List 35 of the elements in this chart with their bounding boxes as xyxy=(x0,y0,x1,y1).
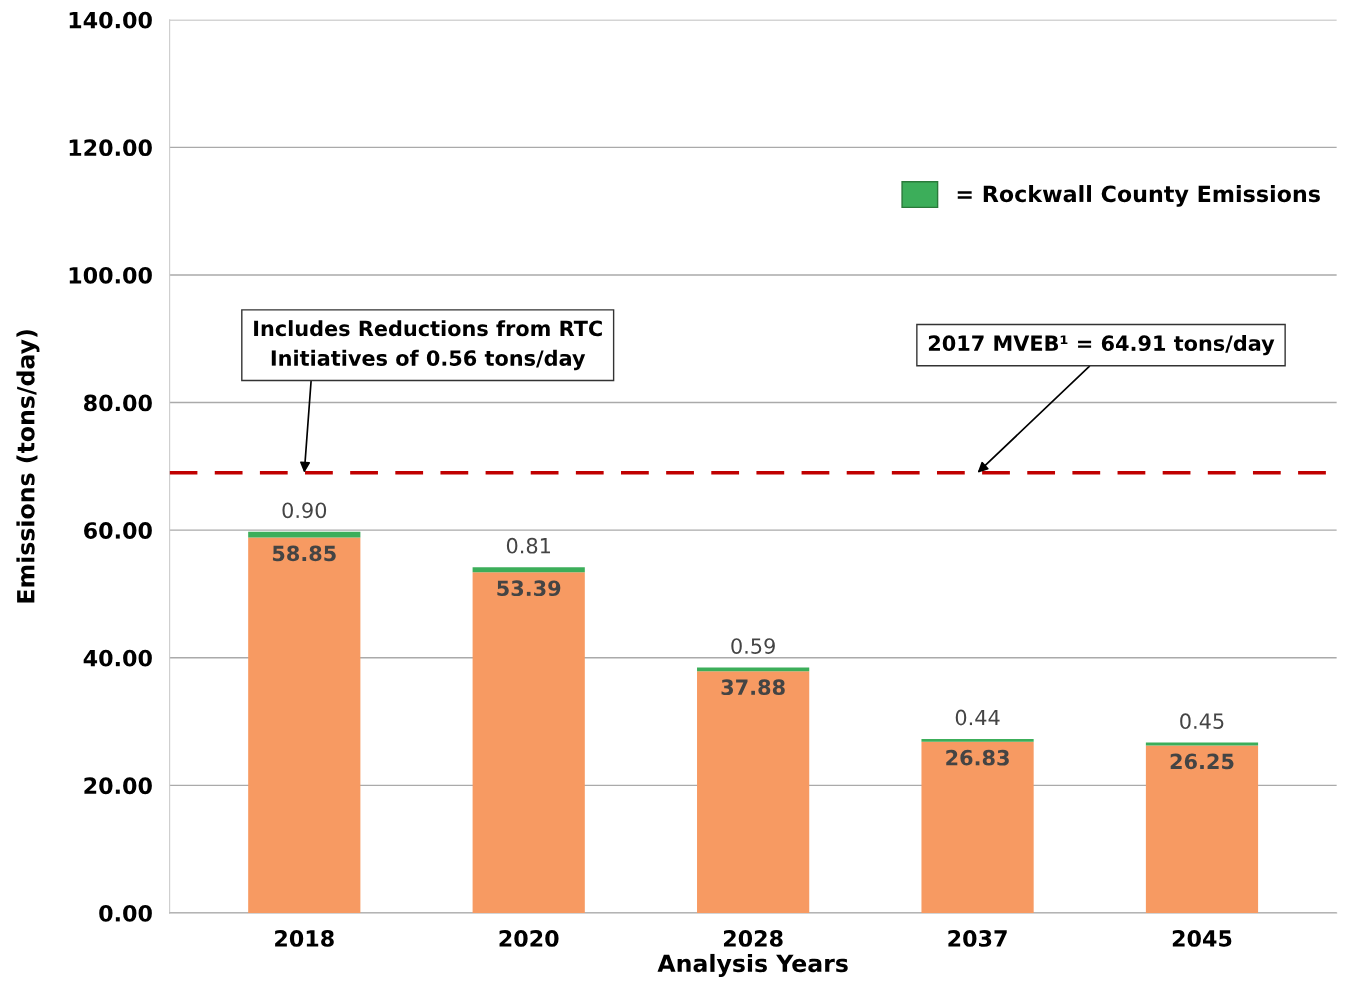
y-tick-label: 140.00 xyxy=(69,11,152,29)
data-label: 0.90 xyxy=(282,502,327,519)
x-tick-label: 2028 xyxy=(723,930,783,947)
bar xyxy=(921,738,1034,742)
y-tick-label: 80.00 xyxy=(84,394,152,412)
data-label: 26.83 xyxy=(946,749,1009,766)
legend-label: = Rockwall County Emissions xyxy=(957,185,1320,207)
x-axis-title: Analysis Years xyxy=(657,953,848,977)
data-label: 0.45 xyxy=(1180,713,1224,730)
data-label: 53.39 xyxy=(497,580,561,597)
y-tick-label: 120.00 xyxy=(69,139,152,157)
y-tick-label: 0.00 xyxy=(99,904,152,922)
data-label: 0.59 xyxy=(731,638,775,654)
data-label: 26.25 xyxy=(1170,753,1234,770)
bar xyxy=(1145,745,1259,913)
y-tick-label: 20.00 xyxy=(84,777,152,795)
y-tick-label: 40.00 xyxy=(83,649,152,667)
data-label: 58.85 xyxy=(272,545,336,562)
bar xyxy=(472,572,585,913)
bar xyxy=(472,567,585,573)
x-tick-label: 2018 xyxy=(275,930,334,947)
y-tick-label: 100.00 xyxy=(69,266,152,284)
annotation: Includes Reductions from RTC Initiatives of 0.56 tons/day xyxy=(254,320,602,371)
data-label: 0.81 xyxy=(506,537,550,554)
bar xyxy=(921,741,1034,913)
y-tick-label: 60.00 xyxy=(84,522,152,539)
y-axis-title: Emissions (tons/day) xyxy=(16,330,40,603)
x-tick-label: 2020 xyxy=(499,930,559,947)
bar xyxy=(697,671,810,913)
bar xyxy=(248,537,361,913)
data-label: 37.88 xyxy=(721,679,785,696)
x-tick-label: 2037 xyxy=(948,930,1007,947)
annotation: 2017 MVEB¹ = 64.91 tons/day xyxy=(928,334,1275,356)
x-tick-label: 2045 xyxy=(1172,930,1232,947)
data-label: 0.44 xyxy=(955,709,1000,726)
